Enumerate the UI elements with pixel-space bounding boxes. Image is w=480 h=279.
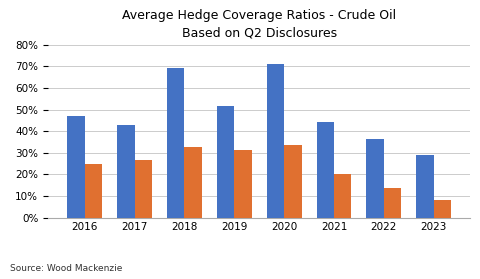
- Title: Average Hedge Coverage Ratios - Crude Oil
Based on Q2 Disclosures: Average Hedge Coverage Ratios - Crude Oi…: [122, 9, 396, 39]
- Bar: [84, 163, 102, 218]
- Bar: [384, 188, 401, 218]
- Bar: [434, 200, 451, 218]
- Bar: [67, 116, 84, 218]
- Text: Source: Wood Mackenzie: Source: Wood Mackenzie: [10, 264, 122, 273]
- Bar: [234, 150, 252, 218]
- Bar: [167, 68, 184, 218]
- Bar: [184, 147, 202, 218]
- Bar: [284, 145, 301, 218]
- Bar: [217, 106, 234, 218]
- Bar: [366, 139, 384, 218]
- Bar: [134, 160, 152, 218]
- Bar: [267, 64, 284, 218]
- Bar: [117, 125, 134, 218]
- Bar: [416, 155, 434, 218]
- Bar: [334, 174, 351, 218]
- Bar: [316, 122, 334, 218]
